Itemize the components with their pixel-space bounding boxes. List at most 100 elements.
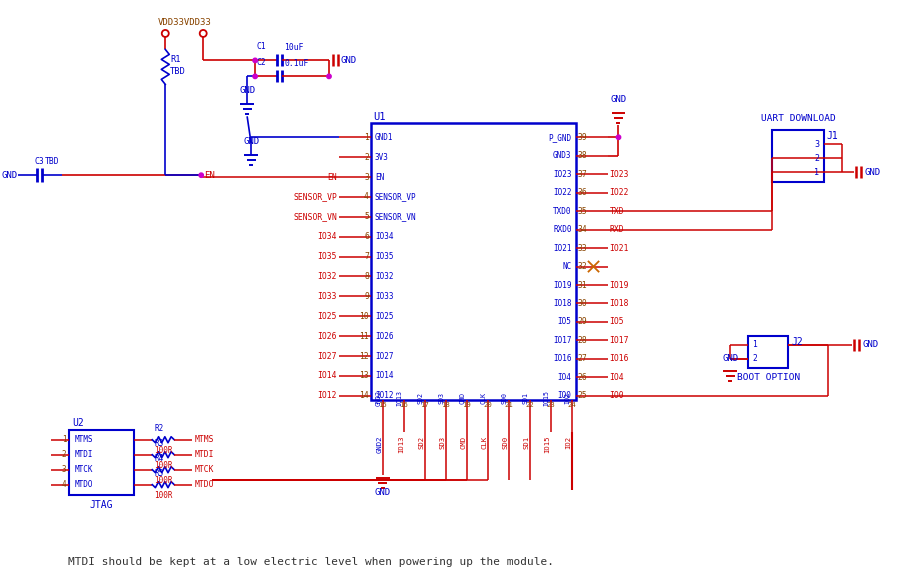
Text: IO23: IO23 (609, 170, 629, 179)
Text: C1: C1 (256, 42, 265, 52)
Text: MTDI: MTDI (194, 450, 214, 459)
Text: C3: C3 (34, 157, 44, 166)
Text: IO22: IO22 (552, 188, 571, 197)
Text: 26: 26 (577, 373, 586, 382)
Text: IO0: IO0 (609, 392, 623, 400)
Text: IO16: IO16 (552, 354, 571, 364)
Text: U2: U2 (72, 418, 84, 428)
Text: SENSOR_VP: SENSOR_VP (374, 193, 416, 201)
Text: 9: 9 (364, 292, 369, 301)
Bar (371, 124, 575, 400)
Text: 22: 22 (525, 402, 533, 408)
Text: IO15: IO15 (544, 436, 550, 453)
Circle shape (253, 58, 257, 63)
Text: 2: 2 (364, 153, 369, 162)
Text: IO5: IO5 (609, 317, 623, 327)
Text: MTCK: MTCK (74, 465, 93, 474)
Text: BOOT OPTION: BOOT OPTION (736, 373, 799, 382)
Text: 30: 30 (577, 299, 586, 308)
Text: CLK: CLK (481, 436, 487, 449)
Text: IO21: IO21 (609, 244, 629, 252)
Text: 10: 10 (359, 312, 369, 321)
Text: IO19: IO19 (552, 281, 571, 289)
Text: 100R: 100R (154, 476, 172, 485)
Bar (748, 336, 787, 368)
Text: SENSOR_VN: SENSOR_VN (293, 212, 336, 222)
Text: IO25: IO25 (318, 312, 336, 321)
Circle shape (253, 74, 257, 78)
Text: SD2: SD2 (419, 436, 424, 449)
Text: UART DOWNLOAD: UART DOWNLOAD (760, 114, 834, 124)
Text: 8: 8 (364, 272, 369, 281)
Text: IO27: IO27 (374, 351, 393, 361)
Text: J2: J2 (790, 337, 802, 347)
Text: CMD: CMD (459, 392, 465, 404)
Text: EN: EN (327, 172, 336, 182)
Text: NC: NC (562, 262, 571, 271)
Text: 1: 1 (61, 435, 67, 444)
Text: IO16: IO16 (609, 354, 629, 364)
Text: 31: 31 (577, 281, 586, 289)
Text: TXD: TXD (609, 206, 623, 216)
Text: IO35: IO35 (374, 252, 393, 261)
Text: 20: 20 (483, 402, 492, 408)
Text: IO33: IO33 (318, 292, 336, 301)
Text: IO0: IO0 (557, 392, 571, 400)
Text: GND: GND (2, 171, 17, 180)
Text: GND: GND (863, 168, 879, 177)
Text: 27: 27 (577, 354, 586, 364)
Text: SD0: SD0 (502, 436, 508, 449)
Text: GND: GND (610, 95, 626, 104)
Bar (771, 130, 824, 182)
Text: 13: 13 (359, 371, 369, 380)
Text: IO27: IO27 (318, 351, 336, 361)
Text: 39: 39 (577, 133, 586, 142)
Text: 7: 7 (364, 252, 369, 261)
Text: 12: 12 (359, 351, 369, 361)
Text: GND: GND (341, 56, 356, 65)
Text: C2: C2 (256, 59, 265, 67)
Bar (69, 430, 134, 495)
Text: TBD: TBD (45, 157, 60, 166)
Text: 34: 34 (577, 225, 586, 234)
Text: IO18: IO18 (552, 299, 571, 308)
Text: IO2: IO2 (565, 436, 571, 449)
Text: IO14: IO14 (374, 371, 393, 380)
Text: 2: 2 (814, 154, 818, 163)
Text: 100R: 100R (154, 446, 172, 455)
Text: IO25: IO25 (374, 312, 393, 321)
Text: IO19: IO19 (609, 281, 629, 289)
Text: 36: 36 (577, 188, 586, 197)
Text: 29: 29 (577, 317, 586, 327)
Text: IO23: IO23 (552, 170, 571, 179)
Text: R2: R2 (154, 424, 163, 433)
Circle shape (615, 135, 620, 139)
Text: IO13: IO13 (396, 390, 402, 406)
Text: 1: 1 (364, 133, 369, 142)
Text: IO26: IO26 (374, 332, 393, 340)
Text: GND: GND (239, 86, 255, 95)
Text: SENSOR_VN: SENSOR_VN (374, 212, 416, 222)
Text: GND1: GND1 (374, 133, 393, 142)
Text: SD3: SD3 (439, 436, 446, 449)
Text: RXD: RXD (609, 225, 623, 234)
Text: 0.1uF: 0.1uF (284, 59, 308, 68)
Text: 14: 14 (359, 392, 369, 400)
Text: 15: 15 (378, 402, 387, 408)
Text: 11: 11 (359, 332, 369, 340)
Text: SD1: SD1 (522, 392, 528, 404)
Text: GND3: GND3 (552, 151, 571, 160)
Text: P_GND: P_GND (548, 133, 571, 142)
Text: SD0: SD0 (502, 392, 507, 404)
Text: EN: EN (204, 171, 215, 180)
Text: EN: EN (374, 172, 383, 182)
Text: 25: 25 (577, 392, 586, 400)
Text: IO32: IO32 (374, 272, 393, 281)
Text: SD3: SD3 (438, 392, 445, 404)
Text: MTDO: MTDO (74, 480, 93, 489)
Text: IO17: IO17 (552, 336, 571, 345)
Text: 38: 38 (577, 151, 586, 160)
Text: IO35: IO35 (318, 252, 336, 261)
Text: IO17: IO17 (609, 336, 629, 345)
Text: GND: GND (722, 354, 738, 363)
